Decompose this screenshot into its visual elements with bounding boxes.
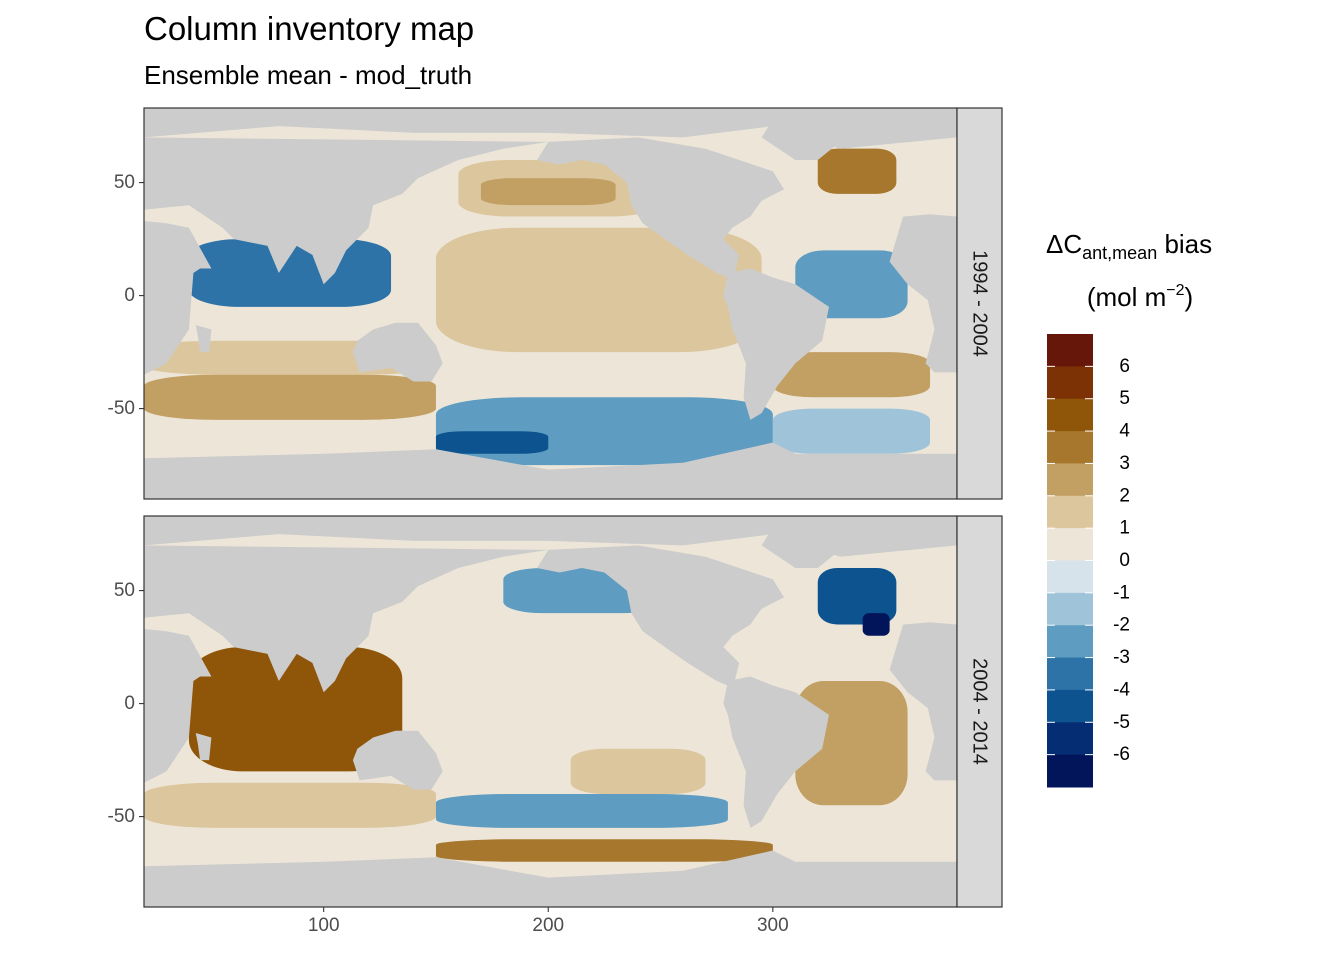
bias-region <box>188 647 403 772</box>
land-polygon <box>144 137 549 285</box>
y-tick-label: -50 <box>108 806 135 827</box>
x-tick-label: 300 <box>757 915 789 936</box>
legend-label: 6 <box>1119 356 1130 377</box>
land-mask <box>144 108 957 499</box>
bias-region <box>817 148 897 194</box>
bias-region <box>480 178 616 206</box>
facet-strip <box>956 107 1003 500</box>
legend-unit-superscript: −2 <box>1166 282 1184 299</box>
legend-label: -6 <box>1113 744 1130 765</box>
legend-color-swatch <box>1047 366 1093 400</box>
y-axis-ticks: 50 0 -50 <box>108 580 144 827</box>
legend-color-swatch <box>1047 431 1093 464</box>
legend-label: 2 <box>1119 485 1130 506</box>
legend-labels: 6 5 4 3 2 1 0 -1 -2 -3 -4 -5 -6 <box>1113 356 1130 765</box>
x-tick-label: 200 <box>532 915 564 936</box>
legend-color-swatch <box>1047 528 1093 561</box>
bias-region <box>435 839 773 862</box>
land-polygon <box>144 629 212 783</box>
land-polygon <box>144 221 212 375</box>
land-polygon <box>537 545 785 686</box>
land-polygon <box>761 108 863 160</box>
land-polygon <box>889 214 957 373</box>
legend-title-main: ΔC <box>1046 229 1082 259</box>
y-axis-ticks: 50 0 -50 <box>108 172 144 419</box>
x-tick-label: 100 <box>308 915 340 936</box>
facet-panel-1994-2004: 1994 - 2004 50 0 -50 <box>108 107 1003 500</box>
bias-region <box>144 374 436 420</box>
bias-region <box>435 635 773 761</box>
x-axis-ticks: 100 200 300 <box>308 907 789 936</box>
facet-strip <box>956 515 1003 908</box>
land-polygon <box>144 108 957 149</box>
legend-color-swatch <box>1047 592 1093 626</box>
land-polygon <box>352 730 443 790</box>
legend-label: -3 <box>1113 647 1130 668</box>
legend-color-swatch <box>1047 625 1093 659</box>
legend-label: 5 <box>1119 388 1130 409</box>
land-polygon <box>195 325 212 353</box>
legend-label: -5 <box>1113 712 1130 733</box>
facet-strip-label: 2004 - 2014 <box>969 658 991 765</box>
bias-region <box>862 613 890 636</box>
bias-region <box>435 793 728 828</box>
legend-color-swatch <box>1047 689 1093 723</box>
bias-region <box>435 227 762 353</box>
bias-region <box>144 782 436 828</box>
legend-color-swatch <box>1047 657 1093 691</box>
chart-subtitle: Ensemble mean - mod_truth <box>144 60 472 90</box>
land-polygon <box>144 850 957 907</box>
land-mask <box>144 516 957 907</box>
legend-color-swatch <box>1047 398 1093 432</box>
color-legend: ΔCant,mean bias (mol m−2) 6 5 4 3 2 1 0 -1 -2 -3 -… <box>1046 229 1212 788</box>
legend-label: 4 <box>1119 421 1130 442</box>
land-polygon <box>537 137 785 278</box>
bias-region <box>795 250 908 319</box>
bias-regions <box>144 567 908 862</box>
legend-color-swatch <box>1047 754 1093 788</box>
legend-label: -4 <box>1113 679 1130 700</box>
bias-region <box>435 431 549 454</box>
legend-title: ΔCant,mean bias <box>1046 229 1212 263</box>
land-polygon <box>352 322 443 382</box>
legend-color-swatch <box>1047 334 1093 367</box>
legend-unit: (mol m−2) <box>1087 282 1193 312</box>
land-polygon <box>723 676 829 828</box>
legend-label: 3 <box>1119 453 1130 474</box>
legend-title-rest: bias <box>1157 229 1212 259</box>
legend-color-swatch <box>1047 463 1093 497</box>
y-tick-label: -50 <box>108 398 135 419</box>
bias-region <box>772 408 931 454</box>
legend-color-swatch <box>1047 495 1093 529</box>
legend-label: -2 <box>1113 615 1130 636</box>
land-polygon <box>889 622 957 781</box>
y-tick-label: 0 <box>124 693 135 714</box>
land-polygon <box>195 733 212 761</box>
facet-strip-label: 1994 - 2004 <box>969 250 991 357</box>
bias-region <box>570 748 706 794</box>
legend-color-swatch <box>1047 722 1093 756</box>
legend-title-subscript: ant,mean <box>1082 243 1157 263</box>
land-polygon <box>761 516 863 568</box>
facet-panel-2004-2014: 2004 - 2014 50 0 -50 <box>108 515 1003 908</box>
legend-label: 0 <box>1119 550 1130 571</box>
legend-color-swatch <box>1047 560 1093 594</box>
y-tick-label: 50 <box>114 172 135 193</box>
y-tick-label: 50 <box>114 580 135 601</box>
legend-label: -1 <box>1113 582 1130 603</box>
chart-title: Column inventory map <box>144 10 474 47</box>
land-polygon <box>144 516 957 557</box>
bias-region <box>817 567 897 625</box>
legend-unit-main: (mol m <box>1087 282 1166 312</box>
legend-colorbar <box>1047 334 1093 788</box>
bias-region <box>772 352 931 398</box>
legend-label: 1 <box>1119 518 1130 539</box>
legend-unit-close: ) <box>1185 282 1194 312</box>
land-polygon <box>723 268 829 420</box>
land-polygon <box>144 442 957 499</box>
land-polygon <box>144 545 549 693</box>
y-tick-label: 0 <box>124 285 135 306</box>
